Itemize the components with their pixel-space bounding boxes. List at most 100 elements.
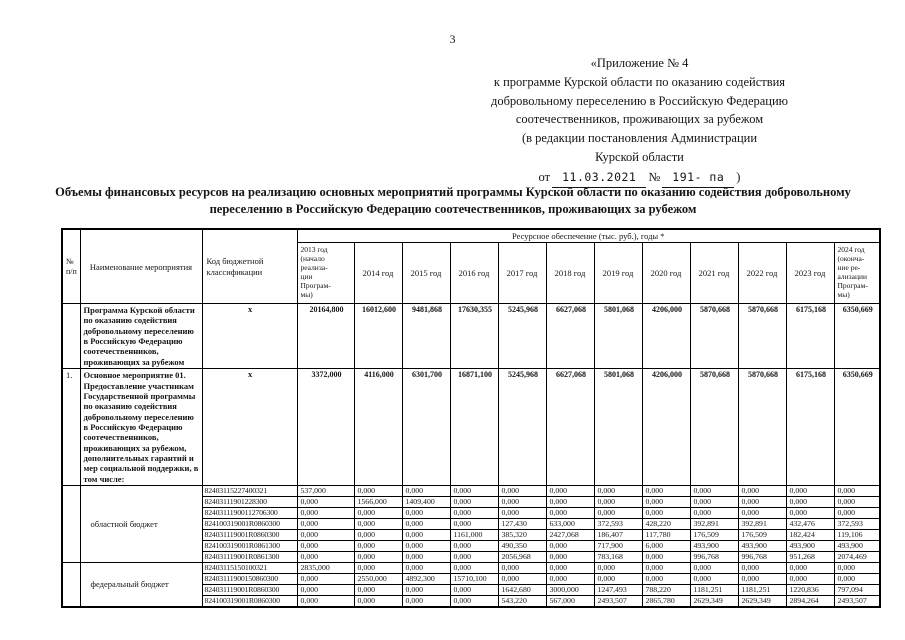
- value-cell: 2427,068: [545, 529, 595, 542]
- column-header-year: 2013 год (начало реализа- ции Програм- м…: [296, 242, 355, 304]
- value-cell: 5801,068: [593, 368, 643, 487]
- value-cell: 0,000: [593, 507, 643, 520]
- value-cell: 0,000: [641, 562, 691, 575]
- budget-code-cell: 824031119001R0860300: [201, 529, 298, 542]
- value-cell: 0,000: [497, 485, 547, 498]
- value-cell: 2056,968: [497, 551, 547, 564]
- budget-code-cell: 82403111900112706300: [201, 507, 298, 520]
- value-cell: 2865,780: [641, 595, 691, 608]
- value-cell: 1566,000: [353, 496, 403, 509]
- budget-code-cell: 82403111900150860300: [201, 573, 298, 586]
- column-header-year: 2017 год: [497, 242, 547, 304]
- value-cell: 783,168: [593, 551, 643, 564]
- row-name-cell: Программа Курской области по оказанию со…: [79, 302, 203, 370]
- column-header-code: Код бюджетной классификации: [201, 228, 298, 304]
- appendix-line: соотечественников, проживающих за рубежо…: [515, 112, 764, 127]
- table-row: 824100319001R0860300 0,000 0,000 0,000 0,000…: [62, 595, 881, 608]
- value-cell: 0,000: [737, 496, 787, 509]
- value-cell: 0,000: [296, 518, 355, 531]
- value-cell: 0,000: [545, 551, 595, 564]
- value-cell: 0,000: [401, 595, 451, 608]
- value-cell: 0,000: [737, 573, 787, 586]
- value-cell: 0,000: [497, 496, 547, 509]
- table-row: 82403111901228300 0,000 1566,000 1409,400 0,…: [62, 496, 881, 509]
- column-header-year: 2019 год: [593, 242, 643, 304]
- value-cell: 0,000: [785, 573, 835, 586]
- value-cell: 0,000: [449, 540, 499, 553]
- row-number-cell: [61, 485, 81, 564]
- table-row: 824031119001R0860300 0,000 0,000 0,000 1161,…: [62, 529, 881, 542]
- number-label: №: [648, 169, 661, 184]
- value-cell: 0,000: [401, 507, 451, 520]
- column-header-year: 2016 год: [449, 242, 499, 304]
- value-cell: 0,000: [689, 507, 739, 520]
- value-cell: 20164,800: [296, 302, 355, 370]
- value-cell: 2074,469: [833, 551, 881, 564]
- value-cell: 0,000: [353, 540, 403, 553]
- value-cell: 5245,968: [497, 368, 547, 487]
- value-cell: 15710,100: [449, 573, 499, 586]
- value-cell: 0,000: [401, 584, 451, 597]
- finance-table-wrap: № п/п Наименование мероприятия Код бюдже…: [61, 228, 882, 609]
- value-cell: 0,000: [593, 562, 643, 575]
- value-cell: 5870,668: [737, 368, 787, 487]
- value-cell: 0,000: [449, 562, 499, 575]
- value-cell: 0,000: [296, 551, 355, 564]
- value-cell: 0,000: [545, 573, 595, 586]
- value-cell: 2629,349: [737, 595, 787, 608]
- column-header-name: Наименование мероприятия: [79, 228, 203, 304]
- column-header-year: 2014 год: [353, 242, 403, 304]
- value-cell: 0,000: [449, 551, 499, 564]
- table-row: федеральный бюджет 82403115150100321 2835,…: [61, 562, 881, 608]
- value-cell: 0,000: [785, 562, 835, 575]
- budget-code-cell: х: [201, 368, 298, 487]
- value-cell: 0,000: [401, 562, 451, 575]
- value-cell: 0,000: [353, 485, 403, 498]
- value-cell: 0,000: [296, 529, 355, 542]
- value-cell: 2835,000: [296, 562, 355, 575]
- row-number-cell: [61, 302, 81, 370]
- value-cell: 493,900: [833, 540, 881, 553]
- value-cell: 0,000: [353, 595, 403, 608]
- budget-code-cell: 824031119001R0861300: [201, 551, 298, 564]
- value-cell: 0,000: [296, 540, 355, 553]
- finance-table: № п/п Наименование мероприятия Код бюдже…: [61, 228, 882, 609]
- number-value: 191- па: [662, 169, 735, 188]
- value-cell: 392,891: [737, 518, 787, 531]
- value-cell: 0,000: [737, 507, 787, 520]
- appendix-line: добровольному переселению в Российскую Ф…: [490, 93, 789, 108]
- date-prefix: от: [538, 169, 551, 184]
- row-name-cell: Основное мероприятие 01. Предоставление …: [79, 368, 203, 487]
- value-cell: 428,220: [641, 518, 691, 531]
- budget-group-label: областной бюджет: [79, 485, 203, 564]
- value-cell: 0,000: [545, 507, 595, 520]
- value-cell: 1247,493: [593, 584, 643, 597]
- column-header-num: № п/п: [61, 228, 81, 304]
- value-cell: 5870,668: [689, 302, 739, 370]
- value-cell: 1181,251: [737, 584, 787, 597]
- value-cell: 996,768: [737, 551, 787, 564]
- value-cell: 6350,669: [833, 368, 881, 487]
- value-cell: 0,000: [296, 584, 355, 597]
- table-row: областной бюджет 82403115227400321 537,000…: [61, 485, 881, 564]
- value-cell: 2894,264: [785, 595, 835, 608]
- value-cell: 0,000: [449, 518, 499, 531]
- value-cell: 5801,068: [593, 302, 643, 370]
- value-cell: 0,000: [833, 496, 881, 509]
- value-cell: 5245,968: [497, 302, 547, 370]
- value-cell: 0,000: [641, 551, 691, 564]
- value-cell: 5870,668: [737, 302, 787, 370]
- budget-code-cell: 824100319001R0860300: [201, 595, 298, 608]
- value-cell: 0,000: [545, 496, 595, 509]
- value-cell: 0,000: [353, 562, 403, 575]
- value-cell: 2493,507: [593, 595, 643, 608]
- value-cell: 0,000: [497, 573, 547, 586]
- value-cell: 5870,668: [689, 368, 739, 487]
- value-cell: 0,000: [689, 496, 739, 509]
- value-cell: 0,000: [689, 562, 739, 575]
- value-cell: 4206,000: [641, 302, 691, 370]
- appendix-block: «Приложение № 4 к программе Курской обла…: [392, 54, 887, 188]
- value-cell: 17630,355: [449, 302, 499, 370]
- budget-code-cell: 824100319001R0860300: [201, 518, 298, 531]
- value-cell: 2550,000: [353, 573, 403, 586]
